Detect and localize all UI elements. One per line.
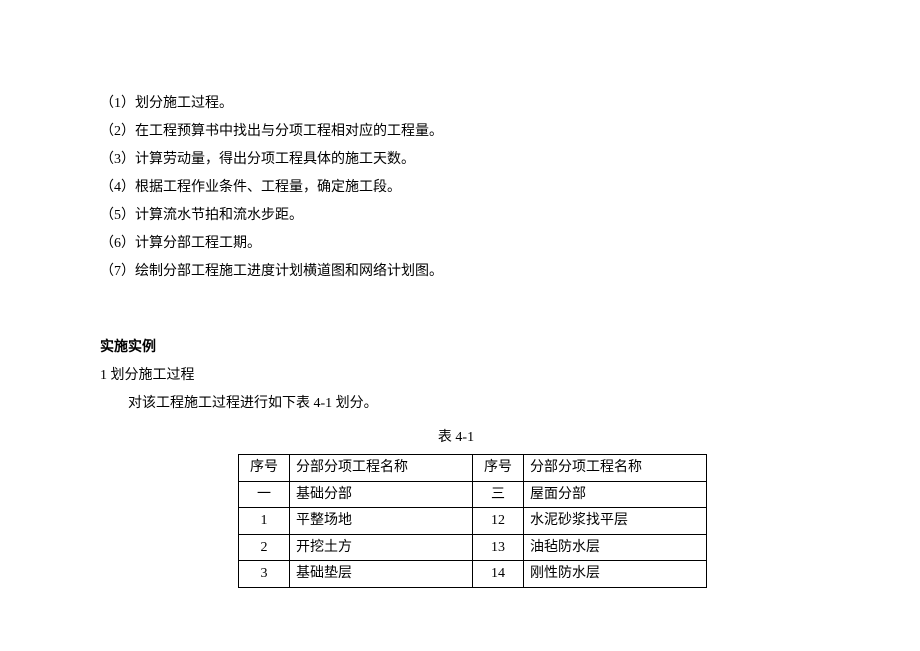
cell: 1 (239, 508, 290, 535)
header-cell: 分部分项工程名称 (524, 455, 707, 482)
cell: 基础分部 (290, 481, 473, 508)
table-row: 一 基础分部 三 屋面分部 (239, 481, 707, 508)
cell: 开挖土方 (290, 534, 473, 561)
cell: 14 (473, 561, 524, 588)
table-caption: 表 4-1 (238, 424, 674, 452)
cell: 三 (473, 481, 524, 508)
cell: 一 (239, 481, 290, 508)
step-item: （1）划分施工过程。 (100, 90, 820, 118)
cell: 平整场地 (290, 508, 473, 535)
table-block: 表 4-1 序号 分部分项工程名称 序号 分部分项工程名称 一 基础分部 三 屋… (238, 424, 820, 588)
step-item: （5）计算流水节拍和流水步距。 (100, 202, 820, 230)
step-item: （7）绘制分部工程施工进度计划横道图和网络计划图。 (100, 258, 820, 286)
cell: 12 (473, 508, 524, 535)
section-subheading: 1 划分施工过程 (100, 362, 820, 390)
cell: 屋面分部 (524, 481, 707, 508)
table-row: 2 开挖土方 13 油毡防水层 (239, 534, 707, 561)
cell: 3 (239, 561, 290, 588)
cell: 基础垫层 (290, 561, 473, 588)
step-item: （3）计算劳动量，得出分项工程具体的施工天数。 (100, 146, 820, 174)
cell: 2 (239, 534, 290, 561)
cell: 13 (473, 534, 524, 561)
table-header-row: 序号 分部分项工程名称 序号 分部分项工程名称 (239, 455, 707, 482)
cell: 刚性防水层 (524, 561, 707, 588)
cell: 水泥砂浆找平层 (524, 508, 707, 535)
section-heading: 实施实例 (100, 334, 820, 362)
header-cell: 分部分项工程名称 (290, 455, 473, 482)
table-row: 1 平整场地 12 水泥砂浆找平层 (239, 508, 707, 535)
steps-list: （1）划分施工过程。 （2）在工程预算书中找出与分项工程相对应的工程量。 （3）… (100, 90, 820, 286)
step-item: （4）根据工程作业条件、工程量，确定施工段。 (100, 174, 820, 202)
step-item: （6）计算分部工程工期。 (100, 230, 820, 258)
division-table: 序号 分部分项工程名称 序号 分部分项工程名称 一 基础分部 三 屋面分部 1 … (238, 454, 707, 588)
section-paragraph: 对该工程施工过程进行如下表 4-1 划分。 (100, 390, 820, 418)
cell: 油毡防水层 (524, 534, 707, 561)
table-row: 3 基础垫层 14 刚性防水层 (239, 561, 707, 588)
header-cell: 序号 (473, 455, 524, 482)
step-item: （2）在工程预算书中找出与分项工程相对应的工程量。 (100, 118, 820, 146)
header-cell: 序号 (239, 455, 290, 482)
